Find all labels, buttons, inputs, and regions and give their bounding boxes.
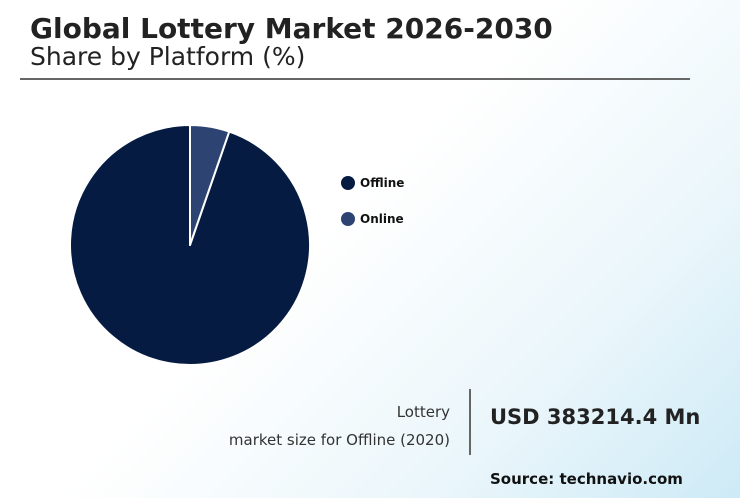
market-size-caption-line1: Lottery: [396, 403, 450, 421]
chart-legend: Offline Online: [341, 174, 404, 246]
legend-swatch-offline: [341, 176, 355, 190]
title-divider: [20, 78, 690, 80]
chart-title: Global Lottery Market 2026-2030: [30, 12, 553, 45]
market-size-caption-line2: market size for Offline (2020): [228, 431, 450, 449]
source-credit: Source: technavio.com: [490, 470, 683, 488]
legend-item-offline: Offline: [341, 174, 404, 192]
market-size-caption: Lottery market size for Offline (2020): [229, 398, 450, 454]
legend-swatch-online: [341, 212, 355, 226]
pie-slice-online: [189, 124, 231, 246]
legend-label-online: Online: [360, 212, 404, 226]
stat-divider: [469, 389, 471, 455]
legend-label-offline: Offline: [360, 176, 405, 190]
chart-subtitle: Share by Platform (%): [30, 42, 306, 71]
market-size-value: USD 383214.4 Mn: [490, 405, 701, 429]
legend-item-online: Online: [341, 210, 404, 228]
